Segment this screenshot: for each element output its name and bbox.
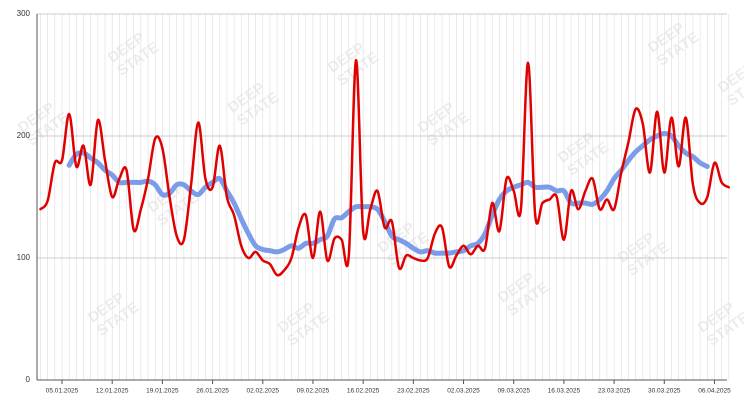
y-tick-label: 200 xyxy=(17,131,31,140)
x-tick-label: 19.01.2025 xyxy=(146,388,179,395)
x-tick-label: 23.03.2025 xyxy=(598,388,631,395)
x-tick-label: 16.03.2025 xyxy=(548,388,581,395)
y-tick-label: 100 xyxy=(17,253,31,262)
x-tick-label: 23.02.2025 xyxy=(397,388,430,395)
y-tick-label: 0 xyxy=(26,375,31,384)
x-tick-label: 30.03.2025 xyxy=(648,388,681,395)
x-tick-label: 02.03.2025 xyxy=(447,388,480,395)
x-tick-label: 02.02.2025 xyxy=(246,388,279,395)
y-tick-label: 300 xyxy=(17,9,31,18)
x-tick-label: 05.01.2025 xyxy=(46,388,79,395)
series-line xyxy=(66,131,710,256)
series-line xyxy=(39,59,731,277)
x-tick-label: 26.01.2025 xyxy=(196,388,229,395)
x-tick-label: 16.02.2025 xyxy=(347,388,380,395)
x-tick-label: 09.03.2025 xyxy=(497,388,530,395)
x-tick-label: 06.04.2025 xyxy=(698,388,731,395)
x-tick-label: 09.02.2025 xyxy=(297,388,330,395)
x-tick-label: 12.01.2025 xyxy=(96,388,129,395)
